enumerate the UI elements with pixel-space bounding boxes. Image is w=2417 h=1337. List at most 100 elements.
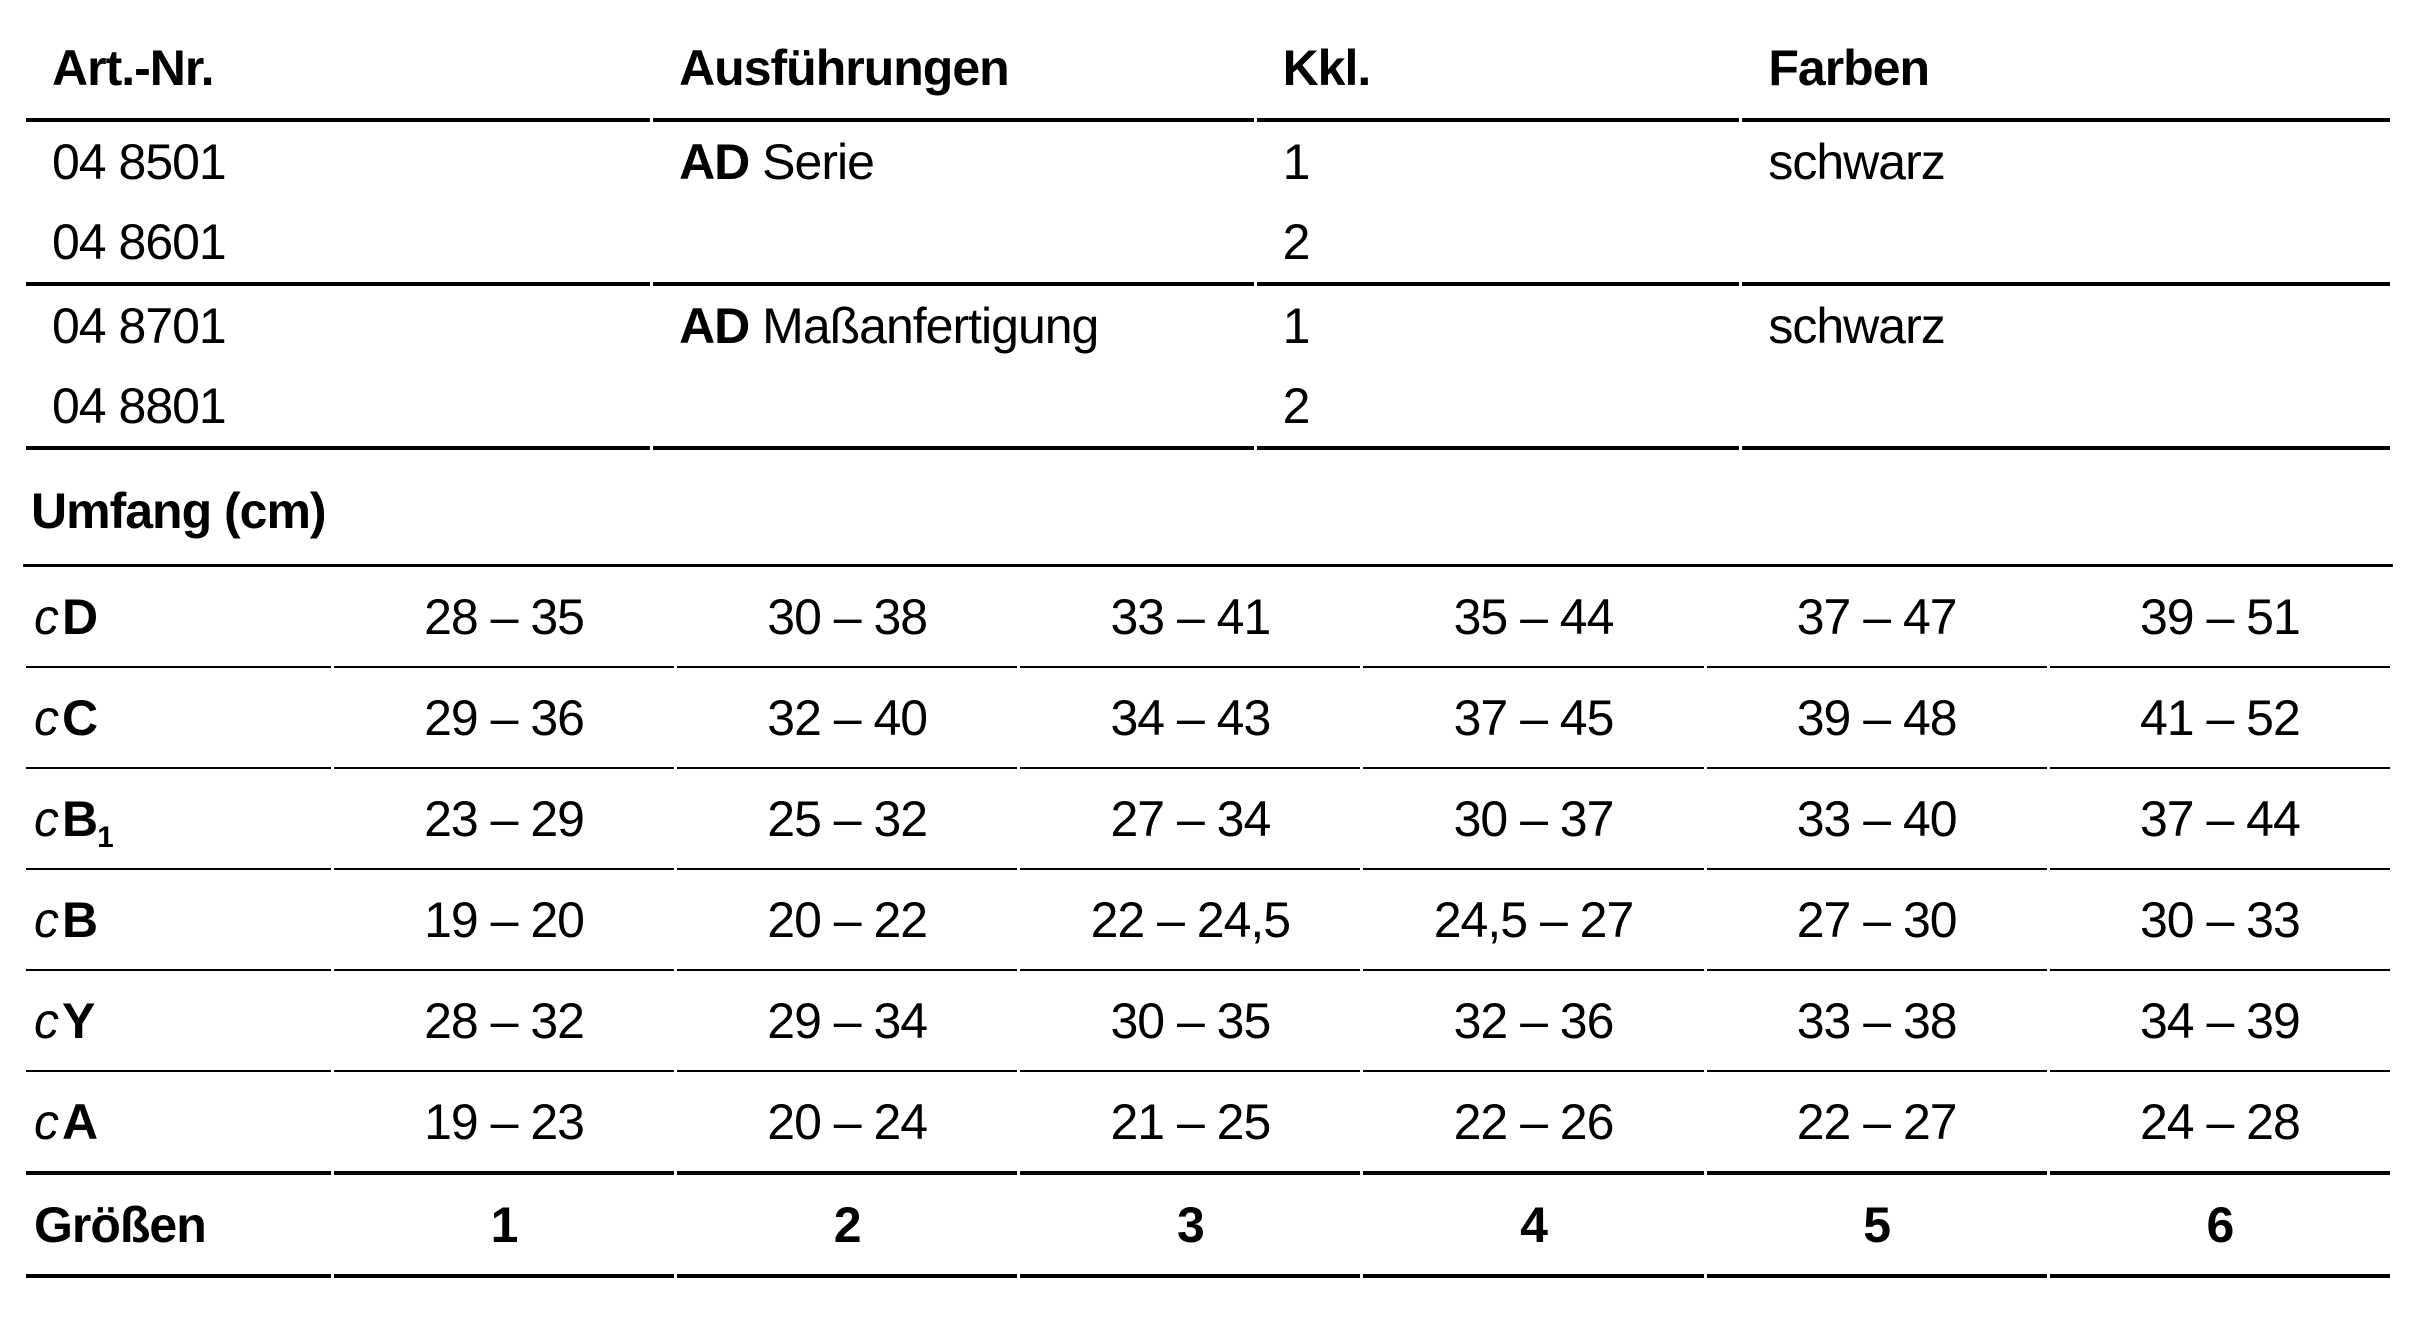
range-cell: 25 – 32 bbox=[677, 769, 1018, 870]
sizes-row: Größen 1 2 3 4 5 6 bbox=[26, 1175, 2390, 1278]
article-row: 04 8601 2 bbox=[26, 202, 2390, 286]
size-cell: 1 bbox=[333, 1175, 675, 1278]
range-cell: 41 – 52 bbox=[2049, 668, 2390, 769]
range-cell: 21 – 25 bbox=[1020, 1072, 1361, 1175]
column-header-ausfuehrungen: Ausführungen bbox=[653, 8, 1254, 122]
label-subscript: 1 bbox=[97, 820, 114, 854]
label-letter: D bbox=[62, 588, 98, 645]
color-cell bbox=[1742, 202, 2390, 286]
kkl-cell: 2 bbox=[1256, 202, 1740, 286]
range-cell: 22 – 24,5 bbox=[1020, 870, 1361, 971]
row-label-cell: cB1 bbox=[26, 769, 331, 870]
row-label-cell: cB bbox=[26, 870, 331, 971]
range-cell: 37 – 44 bbox=[2049, 769, 2390, 870]
execution-cell: AD Serie bbox=[679, 134, 875, 190]
label-c-prefix: c bbox=[34, 891, 59, 948]
measurement-row: cB 19 – 20 20 – 22 22 – 24,5 24,5 – 27 27 – 3… bbox=[26, 870, 2390, 971]
color-cell bbox=[1742, 366, 2390, 450]
label-letter: B bbox=[62, 790, 98, 847]
measurement-row: cA 19 – 23 20 – 24 21 – 25 22 – 26 22 – 27 24 … bbox=[26, 1072, 2390, 1175]
article-row: 04 8501 AD Serie 1 schwarz bbox=[26, 122, 2390, 202]
column-header-art-nr: Art.-Nr. bbox=[26, 8, 651, 122]
sizes-row-label: Größen bbox=[26, 1175, 331, 1278]
column-header-farben: Farben bbox=[1742, 8, 2390, 122]
range-cell: 32 – 40 bbox=[677, 668, 1018, 769]
range-cell: 30 – 38 bbox=[677, 567, 1018, 668]
label-c-prefix: c bbox=[34, 992, 59, 1049]
label-letter: Y bbox=[62, 992, 95, 1049]
kkl-cell: 2 bbox=[1256, 366, 1740, 450]
kkl-cell: 1 bbox=[1282, 298, 1311, 354]
measurement-row: cB1 23 – 29 25 – 32 27 – 34 30 – 37 33 – 40 37… bbox=[26, 769, 2390, 870]
label-letter: B bbox=[62, 891, 98, 948]
range-cell: 22 – 27 bbox=[1706, 1072, 2047, 1175]
range-cell: 37 – 45 bbox=[1363, 668, 1704, 769]
range-cell: 24,5 – 27 bbox=[1363, 870, 1704, 971]
range-cell: 37 – 47 bbox=[1706, 567, 2047, 668]
art-nr-cell: 04 8501 bbox=[52, 134, 227, 190]
range-cell: 30 – 33 bbox=[2049, 870, 2390, 971]
range-cell: 22 – 26 bbox=[1363, 1072, 1704, 1175]
range-cell: 28 – 32 bbox=[333, 971, 675, 1072]
row-label-cell: cA bbox=[26, 1072, 331, 1175]
art-nr-cell: 04 8701 bbox=[52, 298, 227, 354]
size-cell: 2 bbox=[677, 1175, 1018, 1278]
range-cell: 34 – 39 bbox=[2049, 971, 2390, 1072]
kkl-cell: 1 bbox=[1282, 134, 1311, 190]
range-cell: 33 – 40 bbox=[1706, 769, 2047, 870]
measurement-row: cC 29 – 36 32 – 40 34 – 43 37 – 45 39 – 48 41 … bbox=[26, 668, 2390, 769]
measurement-row: cD 28 – 35 30 – 38 33 – 41 35 – 44 37 – 47 39 … bbox=[26, 567, 2390, 668]
range-cell: 19 – 20 bbox=[333, 870, 675, 971]
size-cell: 5 bbox=[1706, 1175, 2047, 1278]
label-c-prefix: c bbox=[34, 1093, 59, 1150]
range-cell: 20 – 22 bbox=[677, 870, 1018, 971]
range-cell: 20 – 24 bbox=[677, 1072, 1018, 1175]
execution-cell bbox=[653, 366, 1254, 450]
range-cell: 23 – 29 bbox=[333, 769, 675, 870]
range-cell: 34 – 43 bbox=[1020, 668, 1361, 769]
range-cell: 28 – 35 bbox=[333, 567, 675, 668]
execution-cell bbox=[653, 202, 1254, 286]
range-cell: 32 – 36 bbox=[1363, 971, 1704, 1072]
range-cell: 35 – 44 bbox=[1363, 567, 1704, 668]
range-cell: 29 – 36 bbox=[333, 668, 675, 769]
column-header-kkl: Kkl. bbox=[1256, 8, 1740, 122]
row-label-cell: cD bbox=[26, 567, 331, 668]
range-cell: 30 – 35 bbox=[1020, 971, 1361, 1072]
label-c-prefix: c bbox=[34, 588, 59, 645]
range-cell: 33 – 41 bbox=[1020, 567, 1361, 668]
size-cell: 4 bbox=[1363, 1175, 1704, 1278]
article-row: 04 8801 2 bbox=[26, 366, 2390, 450]
range-cell: 27 – 34 bbox=[1020, 769, 1361, 870]
size-cell: 3 bbox=[1020, 1175, 1361, 1278]
row-label-cell: cY bbox=[26, 971, 331, 1072]
range-cell: 24 – 28 bbox=[2049, 1072, 2390, 1175]
label-letter: C bbox=[62, 689, 98, 746]
art-nr-cell: 04 8601 bbox=[26, 202, 651, 286]
article-table: Art.-Nr. Ausführungen Kkl. Farben 04 850… bbox=[23, 8, 2393, 450]
execution-cell: AD Maßanfertigung bbox=[679, 298, 1099, 354]
article-table-header-row: Art.-Nr. Ausführungen Kkl. Farben bbox=[26, 8, 2390, 122]
range-cell: 30 – 37 bbox=[1363, 769, 1704, 870]
range-cell: 39 – 48 bbox=[1706, 668, 2047, 769]
section-title-umfang: Umfang (cm) bbox=[23, 450, 2393, 567]
label-letter: A bbox=[62, 1093, 98, 1150]
execution-code: AD bbox=[679, 298, 750, 354]
range-cell: 27 – 30 bbox=[1706, 870, 2047, 971]
execution-code: AD bbox=[679, 134, 750, 190]
label-c-prefix: c bbox=[34, 689, 59, 746]
measurement-table: cD 28 – 35 30 – 38 33 – 41 35 – 44 37 – 47 39 … bbox=[23, 567, 2393, 1278]
range-cell: 33 – 38 bbox=[1706, 971, 2047, 1072]
range-cell: 19 – 23 bbox=[333, 1072, 675, 1175]
row-label-cell: cC bbox=[26, 668, 331, 769]
label-c-prefix: c bbox=[34, 790, 59, 847]
range-cell: 39 – 51 bbox=[2049, 567, 2390, 668]
art-nr-cell: 04 8801 bbox=[26, 366, 651, 450]
range-cell: 29 – 34 bbox=[677, 971, 1018, 1072]
measurement-row: cY 28 – 32 29 – 34 30 – 35 32 – 36 33 – 38 34 … bbox=[26, 971, 2390, 1072]
size-cell: 6 bbox=[2049, 1175, 2390, 1278]
article-row: 04 8701 AD Maßanfertigung 1 schwarz bbox=[26, 286, 2390, 366]
color-cell: schwarz bbox=[1768, 134, 1945, 190]
color-cell: schwarz bbox=[1768, 298, 1945, 354]
product-spec-sheet: Art.-Nr. Ausführungen Kkl. Farben 04 850… bbox=[23, 8, 2393, 1278]
